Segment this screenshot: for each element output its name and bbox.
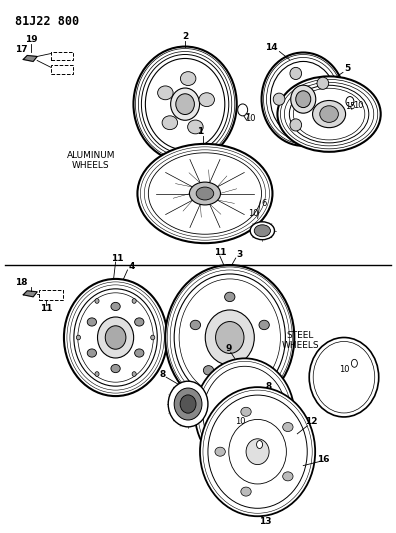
Ellipse shape: [215, 447, 225, 456]
Text: 16: 16: [317, 455, 329, 464]
Ellipse shape: [317, 77, 329, 90]
Text: 15: 15: [345, 102, 355, 111]
Text: 11: 11: [213, 248, 226, 256]
Text: 18: 18: [15, 278, 27, 287]
Text: 8: 8: [265, 382, 272, 391]
Ellipse shape: [246, 366, 256, 375]
Ellipse shape: [317, 109, 329, 121]
Text: 9: 9: [226, 344, 232, 353]
Text: 1: 1: [197, 127, 203, 136]
Ellipse shape: [135, 318, 144, 326]
Ellipse shape: [250, 222, 274, 240]
Ellipse shape: [296, 91, 311, 108]
Ellipse shape: [241, 487, 251, 496]
Ellipse shape: [133, 46, 237, 161]
Ellipse shape: [241, 407, 251, 416]
Ellipse shape: [105, 326, 126, 349]
Text: STEEL
WHEELS: STEEL WHEELS: [282, 331, 319, 350]
Ellipse shape: [215, 321, 244, 353]
Text: 81J22 800: 81J22 800: [15, 15, 80, 28]
Ellipse shape: [64, 279, 167, 396]
Ellipse shape: [135, 349, 144, 357]
Ellipse shape: [189, 182, 221, 205]
Ellipse shape: [196, 187, 214, 200]
Text: 10: 10: [339, 365, 349, 374]
Text: 10: 10: [246, 114, 256, 123]
Ellipse shape: [162, 116, 177, 130]
Ellipse shape: [132, 372, 136, 376]
Ellipse shape: [165, 265, 294, 410]
Polygon shape: [23, 55, 37, 61]
Ellipse shape: [176, 94, 194, 115]
Text: 2: 2: [182, 32, 188, 41]
Ellipse shape: [200, 387, 315, 516]
Text: 11: 11: [40, 304, 52, 313]
Ellipse shape: [351, 359, 357, 367]
Ellipse shape: [309, 337, 379, 417]
Ellipse shape: [291, 85, 316, 113]
Ellipse shape: [87, 349, 97, 357]
Ellipse shape: [259, 320, 269, 330]
Ellipse shape: [190, 320, 200, 330]
Ellipse shape: [246, 439, 269, 465]
Text: ALUMINUM
WHEELS: ALUMINUM WHEELS: [67, 151, 115, 170]
Ellipse shape: [188, 120, 203, 134]
Ellipse shape: [137, 144, 272, 243]
Ellipse shape: [168, 381, 208, 427]
Text: 11: 11: [111, 254, 124, 263]
Text: 8: 8: [159, 370, 166, 379]
Ellipse shape: [158, 86, 173, 100]
Text: 19: 19: [25, 35, 38, 44]
Text: 3: 3: [236, 249, 243, 259]
Ellipse shape: [87, 318, 97, 326]
Ellipse shape: [132, 298, 136, 303]
Ellipse shape: [171, 88, 200, 120]
Ellipse shape: [204, 366, 214, 375]
Ellipse shape: [76, 335, 80, 340]
Ellipse shape: [238, 104, 248, 116]
Ellipse shape: [111, 365, 120, 373]
Text: 10: 10: [352, 101, 363, 110]
Ellipse shape: [312, 101, 346, 128]
Text: 7: 7: [244, 113, 249, 122]
Ellipse shape: [225, 292, 235, 302]
Ellipse shape: [257, 441, 263, 448]
Polygon shape: [23, 291, 37, 297]
Ellipse shape: [181, 71, 196, 85]
Text: 17: 17: [15, 45, 28, 54]
Text: 4: 4: [128, 262, 135, 271]
Ellipse shape: [254, 225, 270, 237]
Ellipse shape: [283, 472, 293, 481]
Ellipse shape: [261, 53, 345, 146]
Ellipse shape: [235, 403, 255, 425]
Ellipse shape: [97, 317, 134, 358]
Ellipse shape: [290, 67, 302, 79]
Ellipse shape: [180, 395, 196, 413]
Ellipse shape: [273, 93, 285, 105]
Text: 6: 6: [262, 199, 267, 208]
Ellipse shape: [111, 302, 120, 311]
Text: 5: 5: [344, 64, 350, 73]
Ellipse shape: [278, 76, 381, 152]
Ellipse shape: [346, 96, 354, 107]
Text: 10: 10: [248, 209, 259, 218]
Ellipse shape: [199, 93, 215, 107]
Ellipse shape: [195, 358, 294, 470]
Ellipse shape: [151, 335, 155, 340]
Text: 13: 13: [259, 516, 272, 526]
Ellipse shape: [290, 119, 302, 131]
Ellipse shape: [95, 372, 99, 376]
Ellipse shape: [174, 388, 202, 420]
Text: 14: 14: [265, 43, 278, 52]
Ellipse shape: [205, 310, 254, 365]
Text: 12: 12: [305, 417, 318, 426]
Text: 10: 10: [236, 417, 246, 426]
Ellipse shape: [320, 106, 338, 123]
Ellipse shape: [95, 298, 99, 303]
Ellipse shape: [283, 423, 293, 432]
